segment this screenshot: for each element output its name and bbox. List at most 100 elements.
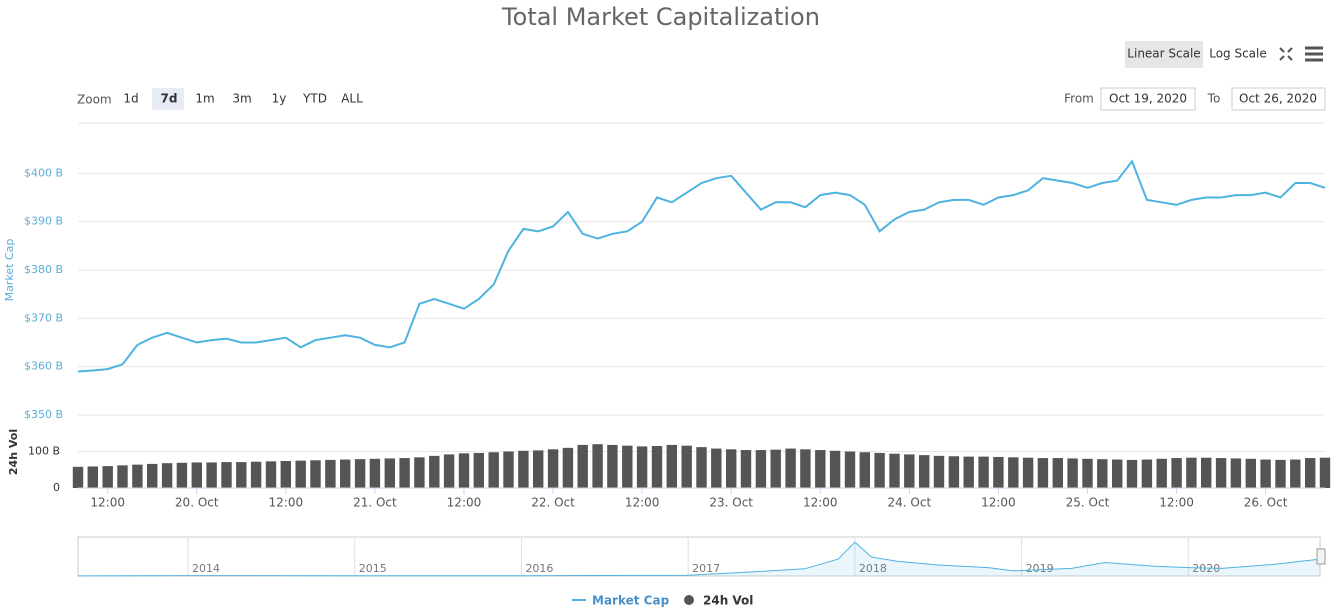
volume-bar — [414, 457, 425, 488]
volume-bar — [176, 462, 188, 488]
volume-bar — [473, 452, 484, 488]
volume-bar — [533, 450, 544, 488]
y-tick-label: $370 B — [24, 311, 63, 324]
volume-bar — [1156, 458, 1167, 488]
zoom-button[interactable]: 1d — [123, 92, 138, 106]
navigator-handle[interactable] — [1316, 548, 1326, 565]
volume-bar — [458, 453, 470, 488]
x-tick-label: 20. Oct — [175, 496, 219, 510]
volume-bar — [651, 446, 663, 488]
zoom-button[interactable]: YTD — [302, 92, 327, 106]
x-tick-label: 12:00 — [625, 496, 660, 510]
volume-bar — [161, 463, 173, 488]
volume-bar — [236, 462, 247, 488]
linear-scale-button[interactable] — [1125, 41, 1203, 68]
navigator-area — [78, 542, 1320, 576]
x-tick-label: 22. Oct — [531, 496, 575, 510]
to-value[interactable]: Oct 26, 2020 — [1239, 92, 1317, 106]
volume-bar — [607, 444, 618, 488]
from-value[interactable]: Oct 19, 2020 — [1109, 92, 1187, 106]
volume-bar — [1260, 459, 1271, 488]
navigator-line — [77, 541, 1321, 577]
volume-bar — [800, 449, 811, 488]
zoom-button[interactable]: 7d — [161, 92, 178, 106]
volume-bar — [399, 458, 410, 488]
volume-bar — [488, 452, 499, 488]
volume-bar — [221, 462, 232, 488]
volume-bar — [354, 459, 366, 488]
x-tick-label: 25. Oct — [1066, 496, 1110, 510]
volume-bar — [1112, 459, 1123, 488]
menu-icon[interactable] — [1305, 46, 1323, 62]
log-scale-label[interactable]: Log Scale — [1209, 47, 1267, 61]
volume-bar — [785, 448, 796, 488]
volume-bar — [1230, 458, 1242, 488]
volume-bar — [1245, 458, 1256, 488]
volume-bar — [1082, 458, 1093, 488]
from-label: From — [1064, 92, 1094, 106]
volume-bar — [102, 466, 113, 488]
y-tick-label: $360 B — [24, 360, 63, 373]
x-tick-label: 12:00 — [1159, 496, 1194, 510]
volume-bar — [1275, 459, 1286, 488]
legend-entry[interactable]: Market Cap — [592, 594, 670, 608]
volume-bar — [636, 446, 648, 488]
zoom-selected-bg — [152, 88, 184, 110]
volume-bar — [206, 462, 217, 488]
volume-bar — [740, 450, 752, 488]
volume-bar — [844, 451, 856, 488]
volume-bar — [592, 444, 603, 488]
volume-bar — [132, 464, 143, 488]
x-tick-label: 12:00 — [269, 496, 304, 510]
zoom-button[interactable]: ALL — [341, 92, 363, 106]
volume-bar — [1305, 458, 1316, 488]
y-tick-label: $390 B — [24, 215, 63, 228]
zoom-label: Zoom — [77, 93, 112, 107]
zoom-button[interactable]: 3m — [232, 92, 251, 106]
x-tick-label: 12:00 — [981, 496, 1016, 510]
fullscreen-icon[interactable] — [1279, 47, 1293, 61]
volume-bar — [265, 461, 277, 488]
volume-bar — [577, 444, 588, 488]
volume-bar — [191, 462, 202, 488]
volume-bar — [1126, 459, 1138, 488]
from-input[interactable] — [1100, 87, 1196, 111]
volume-bar — [1171, 458, 1182, 488]
volume-bar — [1022, 457, 1034, 488]
volume-bar — [1067, 458, 1078, 488]
volume-bar — [1052, 458, 1063, 488]
navigator-tick-label: 2017 — [692, 562, 720, 575]
legend-entry[interactable]: 24h Vol — [703, 594, 753, 608]
volume-bar — [1186, 457, 1197, 488]
navigator-tick-label: 2014 — [192, 562, 220, 575]
volume-bar — [859, 452, 870, 488]
volume-bar — [384, 458, 395, 488]
volume-bar — [1290, 459, 1301, 488]
zoom-button[interactable]: 1m — [195, 92, 214, 106]
volume-bar — [280, 460, 291, 488]
volume-bar — [681, 445, 692, 488]
navigator-tick-label: 2018 — [859, 562, 887, 575]
volume-bar — [443, 454, 455, 488]
volume-bar — [340, 459, 351, 488]
volume-bar — [547, 449, 559, 488]
volume-bar — [369, 458, 381, 488]
volume-bar — [919, 455, 930, 488]
linear-scale-label[interactable]: Linear Scale — [1127, 47, 1200, 61]
volume-bar — [711, 448, 722, 488]
volume-bar — [889, 453, 900, 488]
legend-symbol[interactable] — [684, 595, 694, 605]
navigator-tick-label: 2016 — [525, 562, 553, 575]
volume-bar — [726, 449, 737, 488]
zoom-button[interactable]: 1y — [272, 92, 287, 106]
volume-bar — [1037, 458, 1049, 488]
volume-bar — [622, 445, 633, 488]
y-tick-label: $350 B — [24, 408, 63, 421]
to-input[interactable] — [1231, 87, 1326, 111]
navigator-tick-label: 2015 — [359, 562, 387, 575]
x-tick-label: 24. Oct — [888, 496, 932, 510]
volume-bar — [815, 450, 826, 488]
volume-bar — [1215, 458, 1227, 488]
market-cap-line — [77, 159, 1326, 373]
volume-bar — [1201, 457, 1212, 488]
